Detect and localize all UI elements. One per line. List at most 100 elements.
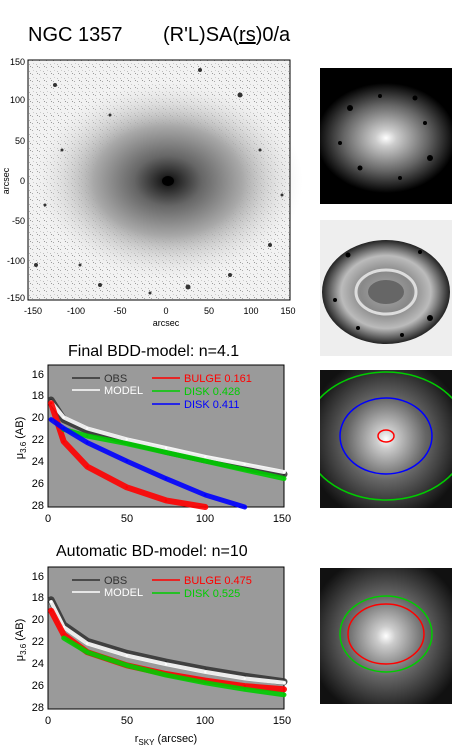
bdd-yticks: 16 18 20 22 24 26 28	[32, 369, 44, 512]
image-ytick: -100	[7, 256, 25, 266]
bdd-series-bulge-2	[48, 400, 209, 510]
bdd-ytick: 26	[32, 478, 44, 490]
bdd-point-disk	[125, 459, 128, 463]
bd-point-disk	[204, 681, 207, 684]
bdd-ytick: 22	[32, 434, 44, 446]
bdd-legend: OBS MODEL BULGE 0.161 DISK 0.428 DISK 0.…	[72, 373, 252, 411]
bd-ytick: 26	[32, 680, 44, 692]
bdd-ytick: 18	[32, 390, 44, 402]
bdd-point-bulge	[62, 440, 65, 443]
bdd-point-bulge	[204, 505, 207, 509]
image-ylabel: arcsec	[1, 167, 11, 194]
bd-point-bulge	[282, 688, 286, 691]
bd-ytick: 20	[32, 614, 44, 626]
bdd-point-disk	[62, 427, 65, 430]
bdd-point-disk	[86, 434, 89, 438]
bdd-point-disk	[282, 477, 286, 480]
bd-point-model	[243, 677, 246, 680]
bdd-point-disk	[86, 441, 89, 444]
bdd-point-model	[62, 416, 65, 419]
bdd-point-disk	[125, 442, 128, 445]
bdd-legend-disk-green: DISK 0.428	[184, 386, 240, 398]
bdd-point-disk	[243, 468, 246, 472]
bd-ytick: 18	[32, 592, 44, 604]
bdd-profile-chart: OBS MODEL BULGE 0.161 DISK 0.428 DISK 0.…	[14, 364, 291, 525]
bd-ytick: 16	[32, 571, 44, 583]
morph-rs: rs	[239, 24, 256, 46]
bd-ylabel: μ3.6 (AB)	[14, 619, 28, 662]
bdd-legend-disk-blue: DISK 0.411	[184, 399, 239, 411]
bdd-ytick: 24	[32, 456, 44, 468]
bd-legend-disk: DISK 0.525	[184, 588, 240, 600]
bd-legend-obs: OBS	[104, 575, 127, 587]
galaxy-image-panel: -150 -100 -50 0 50 100 150 arcsec 150 10…	[1, 57, 303, 328]
image-xaxis-ticks: -150 -100 -50 0 50 100 150	[24, 306, 296, 316]
bdd-point-model	[164, 446, 168, 450]
bdd-point-bulge	[125, 486, 128, 489]
disk-inner-contour	[339, 397, 433, 475]
image-xtick: 150	[280, 306, 295, 316]
image-xtick: -150	[24, 306, 42, 316]
bd-xticks: 0 50 100 150	[45, 715, 291, 727]
bdd-xtick: 50	[121, 513, 133, 525]
bdd-ytick: 20	[32, 412, 44, 424]
bdd-ytick: 16	[32, 369, 44, 381]
bdd-point-disk	[204, 459, 207, 463]
bd-legend: OBS MODEL BULGE 0.475 DISK 0.525	[72, 575, 252, 600]
bdd-point-model	[282, 470, 286, 474]
disk-outer-contour	[320, 371, 452, 501]
bd-point-disk	[282, 693, 286, 696]
bdd-legend-bulge: BULGE 0.161	[184, 373, 252, 385]
bd-point-model	[49, 600, 53, 604]
morph-prefix: (R'L)SA(	[163, 24, 240, 46]
image-xtick: 50	[204, 306, 214, 316]
bd-xtick: 0	[45, 715, 51, 727]
bd-xtick: 50	[121, 715, 133, 727]
image-ytick: 150	[10, 57, 25, 67]
image-yaxis-ticks: 150 100 50 0 -50 -100 -150	[7, 57, 25, 303]
bd-ytick: 22	[32, 636, 44, 648]
bd-point-disk	[243, 688, 246, 691]
bdd-point-disk	[204, 493, 207, 497]
bd-xlabel: rSKY (arcsec)	[135, 733, 197, 747]
bd-profile-chart: OBS MODEL BULGE 0.475 DISK 0.525 16 18 2…	[14, 566, 291, 747]
bd-point-bulge	[62, 633, 65, 636]
galaxy-name: NGC 1357	[28, 24, 123, 46]
image-xtick: 100	[243, 306, 258, 316]
disk-contour	[339, 595, 433, 673]
bd-legend-model: MODEL	[104, 587, 143, 599]
image-ytick: 100	[10, 95, 25, 105]
bd-point-model	[125, 654, 128, 657]
image-xtick: -100	[67, 306, 85, 316]
bdd-point-bulge	[164, 499, 168, 502]
bdd-point-disk	[243, 505, 246, 509]
residual-thumbnail-1	[320, 68, 452, 204]
bdd-point-disk	[49, 418, 53, 421]
bdd-xtick: 0	[45, 513, 51, 525]
morph-suffix: )0/a	[255, 24, 291, 46]
bd-xtick: 100	[196, 715, 214, 727]
image-xtick: -50	[113, 306, 126, 316]
image-ytick: -150	[7, 293, 25, 303]
image-xtick: 0	[163, 306, 168, 316]
bd-ytick: 24	[32, 658, 44, 670]
bd-ytick: 28	[32, 702, 44, 714]
bdd-point-model	[86, 427, 89, 430]
bulge-contour	[347, 603, 425, 665]
bd-point-model	[204, 670, 207, 674]
model-thumbnail-bdd	[320, 370, 452, 508]
bd-point-disk	[125, 664, 128, 667]
bdd-legend-model: MODEL	[104, 385, 143, 397]
bd-point-bulge	[49, 609, 53, 612]
bd-point-disk	[86, 651, 89, 654]
bd-point-disk	[164, 673, 168, 677]
bdd-point-bulge	[49, 402, 53, 405]
image-ytick: 0	[20, 176, 25, 186]
bulge-contour	[377, 429, 395, 443]
galaxy-image	[27, 59, 303, 301]
image-xlabel: arcsec	[153, 318, 180, 328]
bdd-xtick: 150	[273, 513, 291, 525]
morphological-type: (R'L)SA(rs)0/a	[163, 24, 290, 47]
bdd-point-disk	[164, 451, 168, 454]
bdd-point-model	[125, 438, 128, 441]
